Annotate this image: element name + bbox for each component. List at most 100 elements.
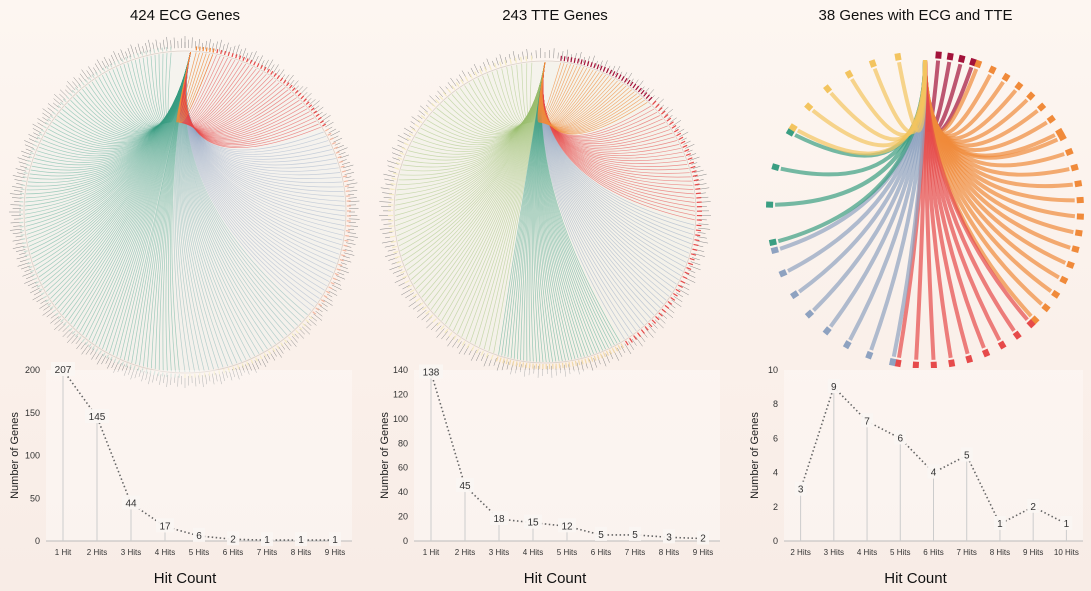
gene-label-tick [383,197,392,199]
chord-links [19,46,352,378]
chord-link [102,52,191,350]
chord-segment [249,59,253,64]
data-label-bg [122,495,140,510]
gene-label-tick [338,152,346,156]
gene-label-tick [425,316,433,323]
chord-segment [102,67,106,72]
gene-label-tick [467,71,472,78]
chord-link [185,52,339,260]
chord-segment [23,250,28,253]
data-label: 1 [1064,519,1070,530]
chord-link [185,52,343,241]
data-label: 207 [55,365,72,376]
chord-segment [499,357,502,363]
x-tick-label: 6 Hits [591,548,611,557]
gene-label-tick [28,134,39,140]
chord-segment [515,361,518,367]
gene-label-tick [651,322,658,329]
chord-segment [117,59,120,65]
chord-segment [27,262,32,265]
gene-label-tick [328,128,337,134]
chord-segment [436,321,441,327]
chord-segment [401,147,407,151]
gene-label-tick [71,335,79,344]
chord-segment [216,49,219,54]
chord-segment [391,245,398,249]
chord-link [185,52,342,246]
gene-label-tick [685,144,695,149]
gene-label-tick [551,365,553,378]
chord-link [57,52,191,143]
chord-segment [313,110,318,114]
gene-label-tick [429,95,437,103]
gene-label-tick [12,232,23,235]
chord-segment [997,340,1007,350]
chord-segment [629,337,633,343]
chord-segment [587,357,591,363]
gene-label-tick [611,65,616,74]
chord-segment [343,244,348,247]
chord-link [31,52,191,171]
chord-segment [571,361,574,367]
chord-link [32,52,191,263]
chord-segment [24,254,29,257]
gene-label-tick [403,132,411,138]
chord-link [82,52,191,336]
chord-segment [117,359,121,365]
gene-label-tick [241,365,245,373]
chord-link [27,52,191,187]
gene-label-tick [19,252,27,255]
chord-segment [565,362,568,368]
chord-link [185,52,321,148]
gene-label-tick [397,134,409,141]
x-tick-label: 4 Hits [857,548,877,557]
chord-segment [38,288,43,292]
gene-label-tick [441,331,448,340]
gene-label-tick [347,232,357,234]
chord-link [62,52,191,141]
gene-label-tick [686,273,696,278]
data-label-bg [993,515,1006,530]
chord-segment [682,275,688,280]
chord-segment [455,82,460,87]
chord-segment [282,79,287,84]
chord-segment [593,63,597,69]
chord-segment [570,57,573,63]
gene-label-tick [416,309,427,319]
chord-link [108,52,191,128]
gene-label-tick [90,348,95,355]
chord-link [150,52,191,124]
chord-segment [447,88,452,94]
gene-label-tick [59,93,66,100]
chord-link [185,52,332,278]
gene-label-tick [533,365,535,374]
chord-links [765,51,1084,368]
data-label: 2 [1030,502,1036,513]
gene-label-tick [419,105,428,113]
chord-segment [263,66,267,71]
y-axis-label: Number of Genes [379,412,391,499]
chord-segment [626,79,631,85]
gene-label-tick [680,285,690,291]
chord-link [123,52,191,126]
gene-label-tick [341,161,351,165]
gene-label-tick [15,249,26,252]
chord-segment [509,58,512,64]
data-label-bg [960,447,973,462]
chord-segment [36,136,41,140]
chord-segment [499,61,502,67]
gene-label-tick [17,172,26,175]
chord-segment [339,258,344,262]
chord-segment [452,335,457,340]
chord-segment [121,58,124,63]
chord-segment [336,268,341,271]
y-tick-label: 2 [773,502,778,512]
gene-label-tick [470,349,477,361]
gene-label-tick [458,74,464,82]
chord-segment [149,49,152,54]
gene-label-tick [683,140,691,145]
data-label: 44 [125,498,137,509]
chord-segment [785,127,795,137]
gene-label-tick [483,62,487,70]
data-label: 4 [931,468,937,479]
